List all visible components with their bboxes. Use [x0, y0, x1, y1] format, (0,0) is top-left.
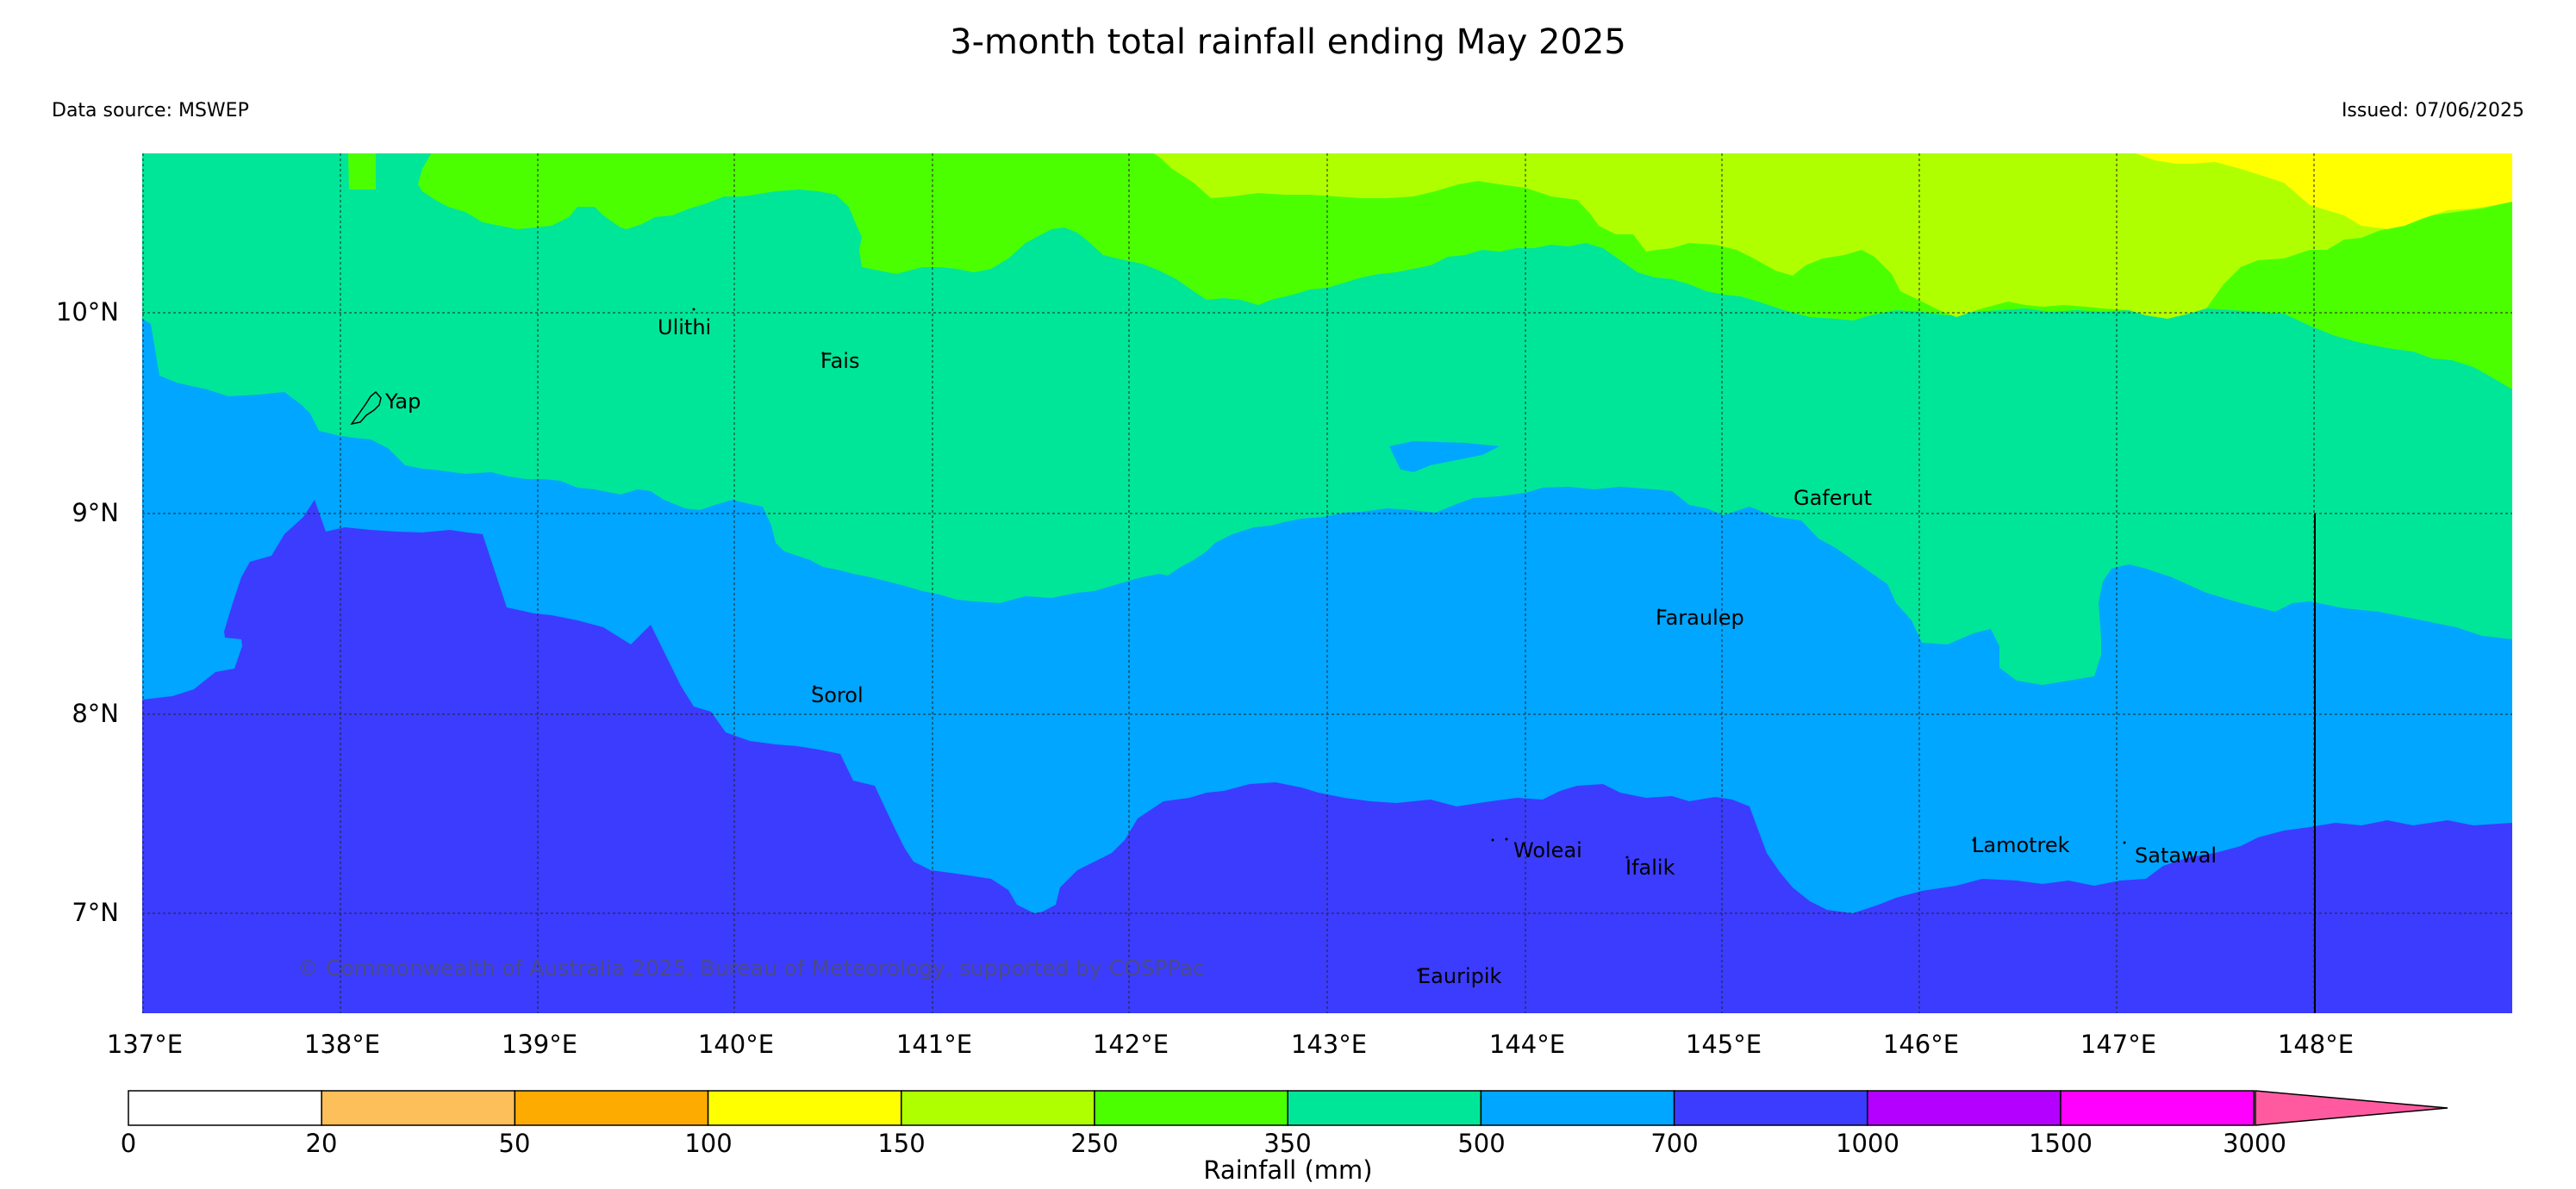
- place-label-ifalik: Ifalik: [1625, 856, 1675, 880]
- lat-label-10n: 10°N: [55, 297, 119, 327]
- rainfall-band-150-250: [1153, 153, 2512, 319]
- colorbar-tick-1500: 1500: [2029, 1129, 2093, 1158]
- rainfall-colorbar: [128, 1090, 2448, 1126]
- colorbar-cell: [1673, 1090, 1868, 1126]
- data-source-label: Data source: MSWEP: [52, 100, 249, 121]
- copyright-notice: © Commonwealth of Australia 2025, Bureau…: [297, 956, 1205, 980]
- colorbar-tick-500: 500: [1457, 1129, 1506, 1158]
- lon-label-144e: 144°E: [1488, 1030, 1566, 1059]
- place-label-sorol: Sorol: [811, 683, 864, 707]
- colorbar-cell: [1480, 1090, 1675, 1126]
- island-markers: [692, 308, 2126, 972]
- colorbar-cell: [128, 1090, 322, 1126]
- rainfall-band-100-150: [2136, 153, 2512, 229]
- lon-label-138e: 138°E: [303, 1030, 381, 1059]
- colorbar-cell: [2060, 1090, 2255, 1126]
- colorbar-cell: [1287, 1090, 1482, 1126]
- colorbar-tick-150: 150: [877, 1129, 926, 1158]
- lon-label-148e: 148°E: [2277, 1030, 2355, 1059]
- lon-label-137e: 137°E: [106, 1030, 184, 1059]
- lon-label-139e: 139°E: [501, 1030, 578, 1059]
- place-label-lamotrek: Lamotrek: [1972, 833, 2070, 857]
- colorbar-label: Rainfall (mm): [1203, 1155, 1373, 1185]
- place-label-fais: Fais: [820, 349, 860, 373]
- place-label-faraulep: Faraulep: [1656, 606, 1744, 630]
- place-label-eauripik: Eauripik: [1418, 964, 1502, 988]
- colorbar-tick-350: 350: [1263, 1129, 1312, 1158]
- colorbar-cell: [1867, 1090, 2061, 1126]
- lat-label-8n: 8°N: [72, 699, 119, 728]
- colorbar-tick-1000: 1000: [1836, 1129, 1899, 1158]
- graticule: [142, 153, 2512, 1013]
- colorbar-tick-20: 20: [305, 1129, 338, 1158]
- rainfall-blob-500-700: [1389, 441, 1500, 472]
- colorbar-cell: [321, 1090, 516, 1126]
- place-label-yap: Yap: [385, 389, 421, 414]
- colorbar-tick-50: 50: [498, 1129, 531, 1158]
- colorbar-cells: [128, 1090, 2255, 1126]
- colorbar-tick-3000: 3000: [2223, 1129, 2286, 1158]
- place-label-gaferut: Gaferut: [1793, 486, 1873, 510]
- colorbar-tick-0: 0: [120, 1129, 137, 1158]
- lon-label-141e: 141°E: [895, 1030, 973, 1059]
- map-title: 3-month total rainfall ending May 2025: [950, 22, 1626, 62]
- issued-date-label: Issued: 07/06/2025: [2341, 100, 2524, 121]
- lon-label-143e: 143°E: [1290, 1030, 1368, 1059]
- lon-label-140e: 140°E: [697, 1030, 775, 1059]
- colorbar-cell: [707, 1090, 902, 1126]
- lon-label-147e: 147°E: [2080, 1030, 2157, 1059]
- colorbar-extend-arrow: [2255, 1090, 2448, 1126]
- lat-label-7n: 7°N: [72, 898, 119, 927]
- colorbar-tick-100: 100: [684, 1129, 733, 1158]
- yap-island-shape: [350, 390, 382, 426]
- colorbar-cell: [514, 1090, 709, 1126]
- colorbar-tick-250: 250: [1070, 1129, 1119, 1158]
- lon-label-146e: 146°E: [1882, 1030, 1960, 1059]
- rainfall-blob-250-350: [348, 153, 376, 190]
- colorbar-cell: [901, 1090, 1095, 1126]
- place-label-woleai: Woleai: [1513, 838, 1582, 862]
- place-label-ulithi: Ulithi: [658, 315, 712, 339]
- place-label-satawal: Satawal: [2135, 844, 2217, 868]
- lat-label-9n: 9°N: [72, 498, 119, 527]
- lon-label-145e: 145°E: [1685, 1030, 1762, 1059]
- colorbar-cell: [1094, 1090, 1288, 1126]
- colorbar-tick-700: 700: [1650, 1129, 1699, 1158]
- lon-label-142e: 142°E: [1092, 1030, 1169, 1059]
